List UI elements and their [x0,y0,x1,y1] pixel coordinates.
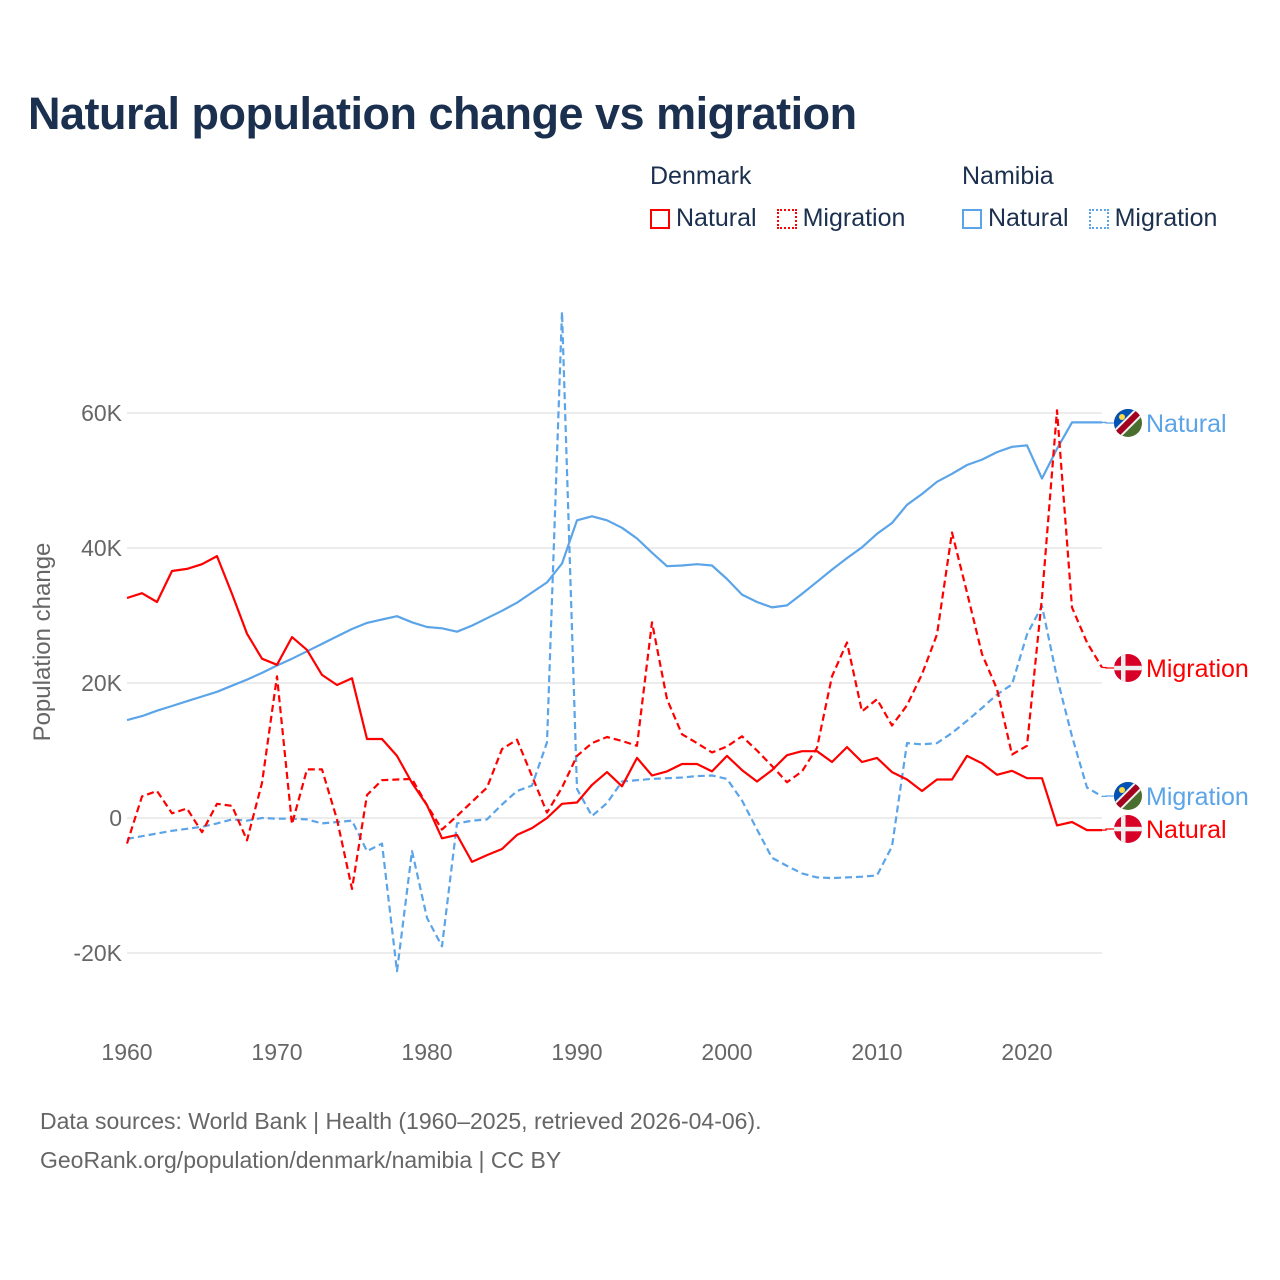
end-label-denmark-natural: Natural [1146,816,1227,844]
x-tick-label: 1990 [551,1039,602,1065]
y-tick-label: 40K [81,535,123,561]
dotted-swatch-icon [1088,208,1109,229]
x-tick-label: 2000 [701,1039,752,1065]
source-note: Data sources: World Bank | Health (1960–… [40,1108,762,1134]
y-tick-label: 20K [81,670,123,696]
legend-group-denmark: Denmark [650,162,752,190]
x-tick-label: 1960 [101,1039,152,1065]
end-label-connector [1102,828,1114,831]
end-label-namibia-migration: Migration [1146,783,1249,811]
legend-group-namibia: Namibia [962,162,1054,190]
legend-label: Natural [988,204,1069,232]
legend-denmark-items: Natural Migration [650,204,905,233]
namibia-flag-icon [1114,409,1142,437]
legend-item-denmark-migration[interactable]: Migration [776,204,906,233]
end-label-connector [1102,421,1114,424]
legend-label: Natural [676,204,757,232]
chart-title: Natural population change vs migration [28,88,857,139]
legend-label: Migration [1114,204,1218,232]
denmark-flag-icon [1114,815,1142,843]
x-tick-label: 2020 [1001,1039,1052,1065]
series-line-namibia-migration [126,310,1103,973]
legend-item-namibia-natural[interactable]: Natural [962,204,1069,233]
legend-item-namibia-migration[interactable]: Migration [1088,204,1218,233]
end-label-connector [1102,666,1114,669]
x-tick-label: 1970 [251,1039,302,1065]
end-label-denmark-migration: Migration [1146,655,1249,683]
dotted-swatch-icon [776,208,797,229]
source-url[interactable]: GeoRank.org/population/denmark/namibia |… [40,1147,562,1173]
x-tick-label: 2010 [851,1039,902,1065]
series-line-denmark-natural [126,554,1102,864]
legend-item-denmark-natural[interactable]: Natural [650,204,757,233]
solid-swatch-icon [650,208,670,229]
y-tick-label: 60K [81,400,123,426]
end-label-namibia-natural: Natural [1146,410,1227,438]
namibia-flag-icon [1114,782,1142,810]
y-axis-label: Population change [29,543,56,742]
y-tick-label: -20K [73,940,122,966]
series-line-denmark-migration [125,409,1103,891]
series-line-namibia-natural [126,421,1102,722]
y-tick-label: 0 [109,805,122,831]
solid-swatch-icon [962,208,982,229]
x-tick-label: 1980 [401,1039,452,1065]
denmark-flag-icon [1114,654,1142,682]
legend-label: Migration [802,204,906,232]
legend-namibia-items: Natural Migration [962,204,1217,233]
